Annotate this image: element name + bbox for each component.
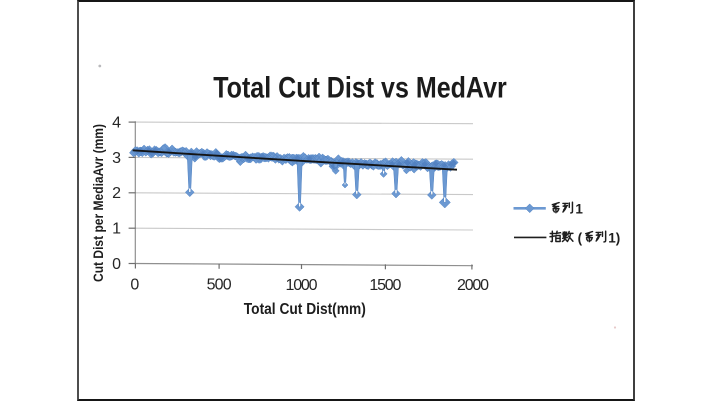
svg-text:2000: 2000 [457, 277, 489, 294]
svg-text:1: 1 [112, 221, 121, 238]
svg-text:1: 1 [575, 201, 583, 216]
svg-text:Total Cut Dist vs MedAvr: Total Cut Dist vs MedAvr [213, 71, 507, 104]
svg-text:4: 4 [112, 114, 121, 131]
svg-text:1000: 1000 [286, 277, 318, 294]
svg-text:2: 2 [112, 185, 121, 202]
svg-text:3: 3 [112, 150, 121, 167]
svg-text:0: 0 [112, 256, 121, 273]
svg-text:1500: 1500 [369, 277, 401, 294]
svg-text:500: 500 [207, 277, 232, 294]
svg-text:1): 1) [608, 230, 620, 245]
svg-text:Total Cut Dist(mm): Total Cut Dist(mm) [244, 301, 366, 318]
svg-text:Cut Dist per MediaAvr (mm): Cut Dist per MediaAvr (mm) [91, 124, 106, 282]
svg-text:(: ( [578, 230, 583, 245]
svg-text:0: 0 [130, 277, 139, 294]
